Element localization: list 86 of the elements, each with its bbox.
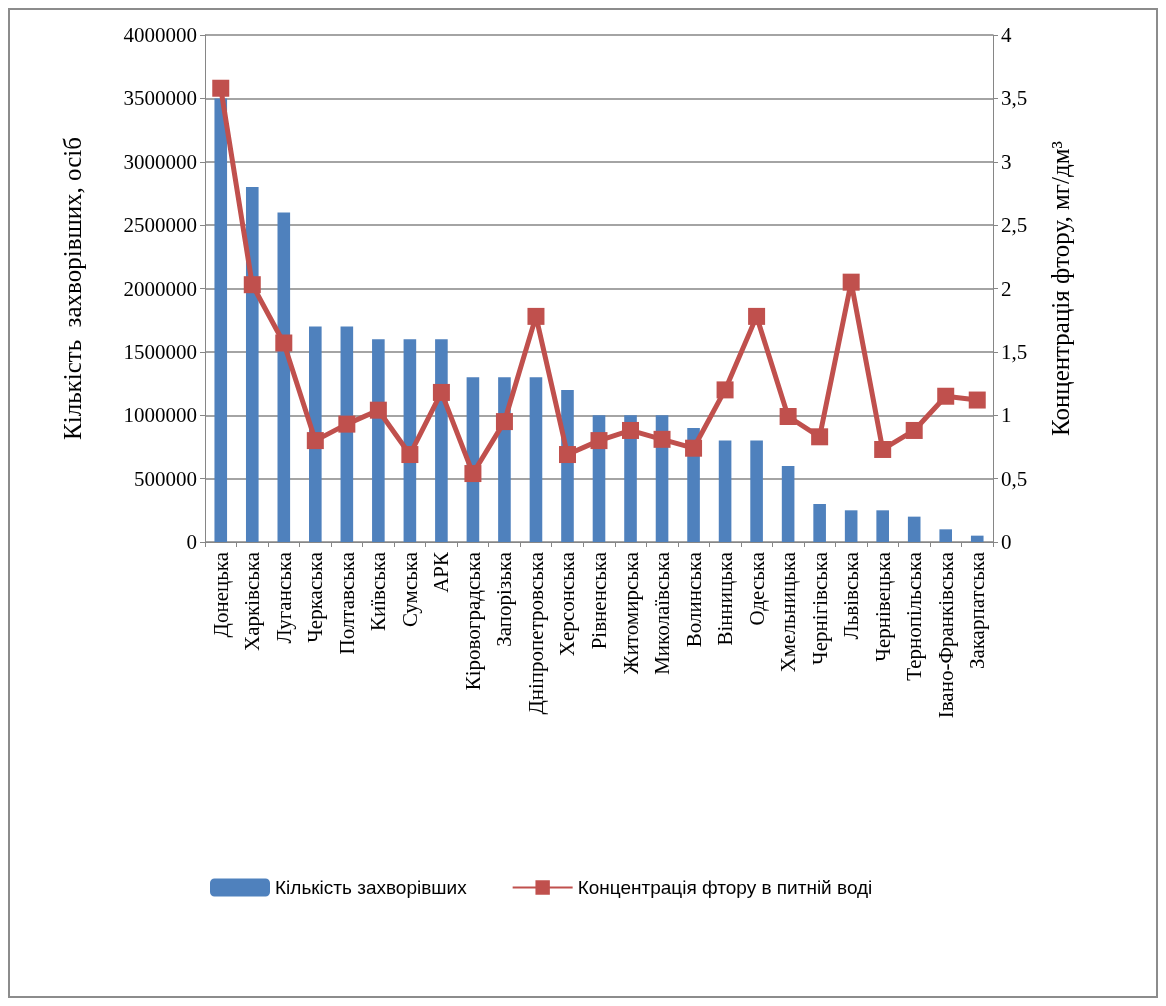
x-tick-label: Житомирська <box>618 551 643 675</box>
point <box>968 391 986 409</box>
legend-label: Концентрація фтору в питній воді <box>577 877 873 898</box>
y2-tick-label: 0 <box>1001 530 1012 554</box>
y-tick-label: 2000000 <box>123 276 197 301</box>
bar <box>970 535 984 542</box>
point <box>338 415 356 433</box>
y2-tick-label: 2,5 <box>1001 213 1028 238</box>
point <box>558 446 576 464</box>
x-tick-label: Рівненська <box>587 551 611 650</box>
point <box>243 276 261 294</box>
x-tick-label: Сумська <box>397 551 422 628</box>
bar <box>844 510 858 542</box>
point <box>590 432 608 450</box>
x-tick-label: Волинська <box>681 551 706 648</box>
x-tick-label: Закарпатська <box>965 551 990 670</box>
x-tick-label: АРК <box>429 551 454 593</box>
point <box>779 408 797 426</box>
point <box>432 383 450 401</box>
x-tick-label: Тернопільська <box>902 551 927 681</box>
x-tick-label: Дніпропетровська <box>523 551 548 715</box>
y-tick-label: 1500000 <box>123 339 197 364</box>
y-tick-label: 0 <box>186 530 197 554</box>
x-tick-label: Харківська <box>240 551 265 651</box>
bar <box>907 516 921 542</box>
point <box>622 421 640 439</box>
y2-tick-label: 0,5 <box>1001 466 1028 491</box>
point <box>748 307 766 325</box>
y-tick-label: 4000000 <box>123 23 197 47</box>
point <box>874 440 892 458</box>
x-tick-label: Луганська <box>271 551 296 644</box>
point <box>937 387 955 405</box>
point <box>369 401 387 419</box>
x-tick-label: Кіровоградська <box>460 551 485 691</box>
y-tick-label: 2500000 <box>123 213 197 238</box>
point <box>527 307 545 325</box>
y2-tick-label: 2 <box>1001 276 1012 301</box>
bar <box>245 187 259 542</box>
y2-axis-title: Концентрація фтору, мг/дм³ <box>1047 140 1074 437</box>
x-tick-label: Хмельницька <box>776 551 801 673</box>
x-tick-label: Полтавська <box>334 551 359 655</box>
legend-label: Кількість захворівших <box>275 877 468 898</box>
x-tick-label: Київська <box>366 551 391 631</box>
bar <box>876 510 889 542</box>
bar <box>214 98 228 542</box>
y2-tick-label: 1 <box>1001 403 1012 428</box>
point <box>811 428 829 446</box>
x-tick-label: Чернігівська <box>807 551 832 665</box>
y2-tick-label: 4 <box>1001 23 1012 47</box>
y-tick-label: 3500000 <box>123 86 197 111</box>
point <box>905 421 923 439</box>
y-axis-title: Кількість захворівших, осіб <box>59 137 86 440</box>
point <box>495 413 513 431</box>
bar <box>277 212 291 542</box>
point <box>275 334 293 352</box>
point <box>464 465 482 483</box>
point <box>716 381 734 399</box>
bar <box>529 377 543 542</box>
point <box>842 273 860 291</box>
x-tick-label: Херсонська <box>555 551 580 657</box>
x-tick-label: Вінницька <box>713 551 738 646</box>
bar <box>718 440 732 542</box>
point <box>401 446 419 464</box>
bar <box>813 503 826 542</box>
x-tick-label: Одеська <box>744 551 769 626</box>
y-tick-label: 500000 <box>134 466 197 491</box>
point <box>653 430 671 448</box>
y2-tick-label: 1,5 <box>1001 339 1028 364</box>
point <box>685 439 703 457</box>
bar <box>939 529 953 542</box>
point <box>212 79 230 97</box>
y-tick-label: 1000000 <box>123 403 197 428</box>
y2-tick-label: 3 <box>1001 149 1012 174</box>
x-tick-label: Донецька <box>208 551 233 638</box>
x-tick-label: Черкаська <box>303 551 328 643</box>
bar <box>781 465 795 542</box>
bar <box>750 440 763 542</box>
x-tick-label: Запорізька <box>492 551 517 647</box>
point <box>306 432 324 450</box>
y2-tick-label: 3,5 <box>1001 86 1028 111</box>
x-tick-label: Львівська <box>839 551 864 640</box>
x-tick-label: Івано-Франківська <box>933 551 958 719</box>
bar <box>309 326 322 542</box>
x-tick-label: Миколаївська <box>650 551 675 675</box>
x-tick-label: Чернівецька <box>870 551 895 662</box>
y-tick-label: 3000000 <box>123 149 197 174</box>
